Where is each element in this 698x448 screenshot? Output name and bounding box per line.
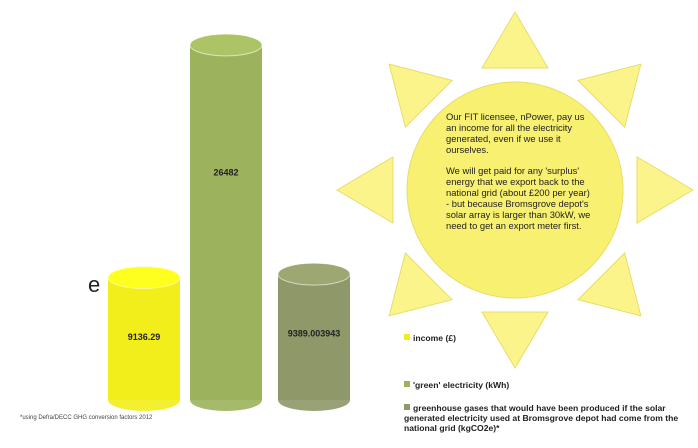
value-label: 9136.29	[128, 332, 161, 342]
sun-ray	[576, 251, 642, 317]
cut-text: e	[88, 272, 101, 297]
bar	[108, 277, 180, 400]
value-label: 9389.003943	[288, 329, 341, 339]
footnote: *using Defra/DECC GHG conversion factors…	[20, 415, 153, 421]
legend-item: greenhouse gases that would have been pr…	[404, 403, 694, 433]
legend-item: income (£)	[404, 333, 694, 343]
paragraph: We will get paid for any 'surplus' energ…	[446, 165, 591, 231]
value-label: 26482	[213, 167, 238, 177]
bar	[190, 45, 262, 400]
sun-text: Our FIT licensee, nPower, pay us an inco…	[446, 111, 594, 241]
legend-swatch	[404, 381, 410, 387]
legend-label: greenhouse gases that would have been pr…	[404, 403, 679, 433]
cylinder-top	[277, 262, 351, 286]
sun-ray	[388, 251, 454, 317]
sun-disc	[406, 81, 624, 299]
bar	[278, 274, 350, 400]
cylinder-top	[189, 33, 263, 57]
sun-ray	[576, 63, 642, 129]
legend-label: 'green' electricity (kWh)	[413, 380, 510, 390]
legend-swatch	[404, 404, 410, 410]
legend-item: 'green' electricity (kWh)	[404, 380, 694, 390]
legend-swatch	[404, 334, 410, 340]
sun-ray	[481, 311, 549, 369]
legend-label: income (£)	[413, 333, 456, 343]
sun-ray	[336, 156, 394, 224]
paragraph: Our FIT licensee, nPower, pay us an inco…	[446, 111, 585, 155]
cylinder-top	[107, 266, 181, 290]
sun-ray	[481, 11, 549, 69]
sun-ray	[388, 63, 454, 129]
sun-ray	[636, 156, 694, 224]
